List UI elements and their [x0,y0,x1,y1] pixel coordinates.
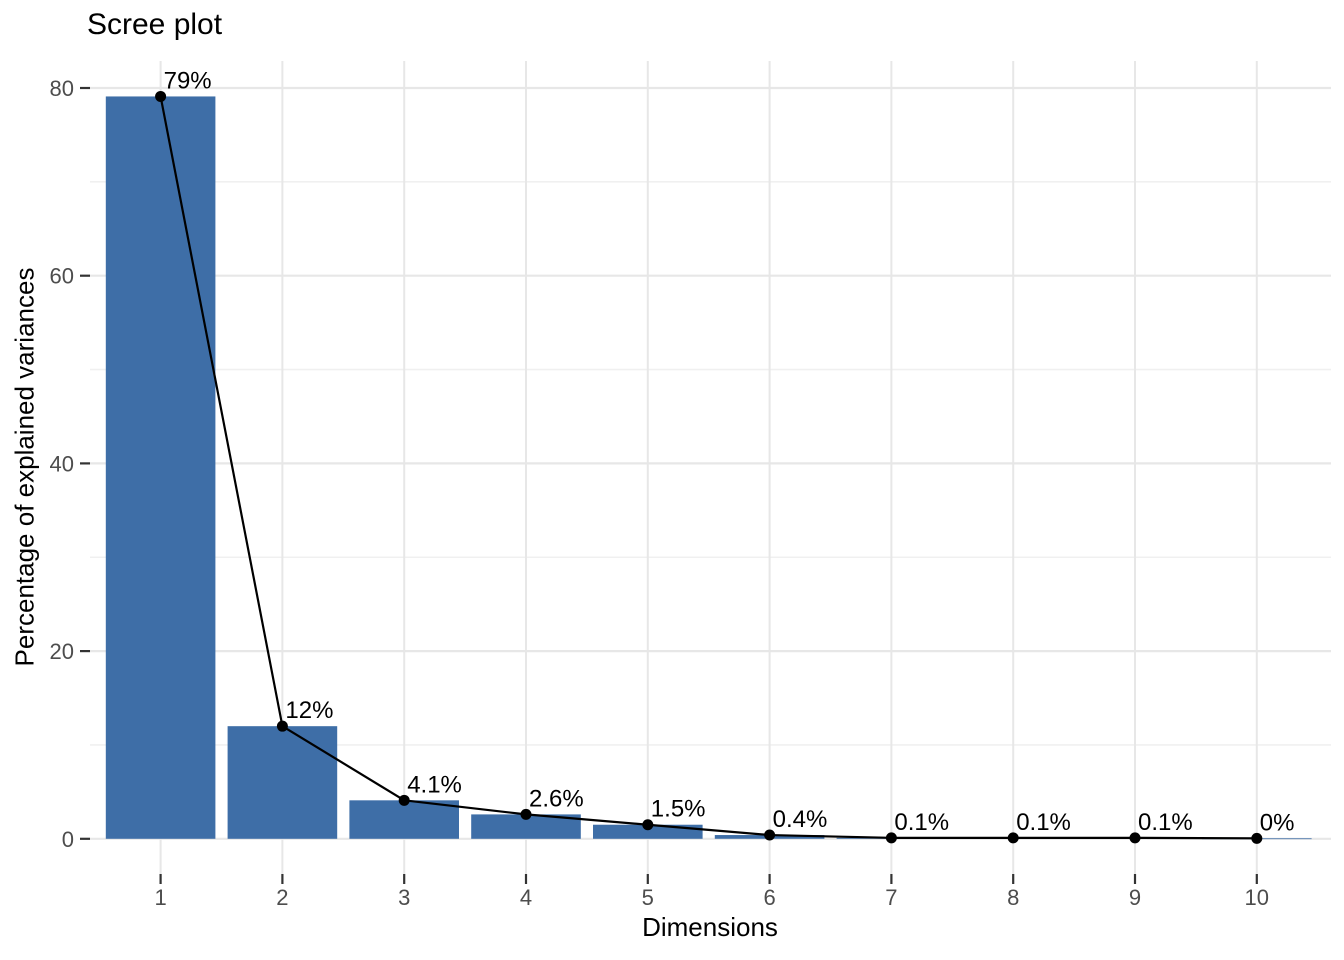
data-point-label: 12% [285,697,333,724]
y-tick-label: 60 [50,264,74,289]
data-point [1007,832,1019,844]
data-point-label: 79% [164,67,212,94]
bar [227,726,338,839]
plot-title: Scree plot [87,8,223,41]
y-tick-label: 0 [62,827,74,852]
data-point-label: 0.1% [1138,809,1193,836]
x-tick-label: 3 [398,885,410,910]
variance-line [159,96,1257,840]
bar [105,96,216,839]
data-point-label: 0.1% [1016,809,1071,836]
x-tick-label: 4 [520,885,532,910]
data-point [398,794,410,806]
data-point [764,829,776,841]
data-point-label: 4.1% [407,771,462,798]
data-point [520,808,532,820]
y-tick-label: 40 [50,451,74,476]
x-tick-label: 9 [1129,885,1141,910]
x-tick-label: 5 [642,885,654,910]
y-axis-title-label: Percentage of explained variances [9,267,40,667]
data-point-label: 0.4% [773,806,828,833]
x-tick-label: 7 [885,885,897,910]
data-point [155,90,167,102]
data-point-label: 0.1% [894,809,949,836]
data-point [276,720,288,732]
data-point-label: 0% [1260,809,1295,836]
x-tick-label: 2 [276,885,288,910]
x-axis-title-label: Dimensions [642,912,778,942]
data-point-label: 1.5% [651,796,706,823]
x-tick-label: 10 [1245,885,1269,910]
data-point [642,819,654,831]
bar [349,800,459,839]
y-tick-label: 80 [50,76,74,101]
data-point-label: 2.6% [529,785,584,812]
x-tick-label: 1 [154,885,166,910]
y-tick-label: 20 [50,639,74,664]
bar [593,824,703,839]
x-tick-label: 8 [1007,885,1019,910]
data-point [1251,832,1263,844]
x-tick-label: 6 [763,885,775,910]
data-point [1129,832,1141,844]
data-point [885,832,897,844]
